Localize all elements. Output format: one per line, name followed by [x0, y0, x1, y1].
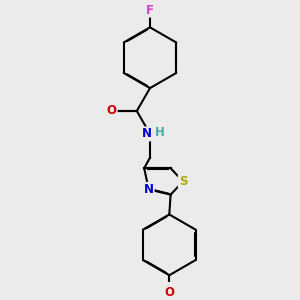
Text: N: N	[142, 128, 152, 140]
Text: H: H	[155, 126, 165, 139]
Text: O: O	[164, 286, 174, 299]
Text: N: N	[144, 183, 154, 196]
Text: S: S	[179, 175, 187, 188]
Text: F: F	[146, 4, 154, 17]
Text: O: O	[107, 104, 117, 118]
